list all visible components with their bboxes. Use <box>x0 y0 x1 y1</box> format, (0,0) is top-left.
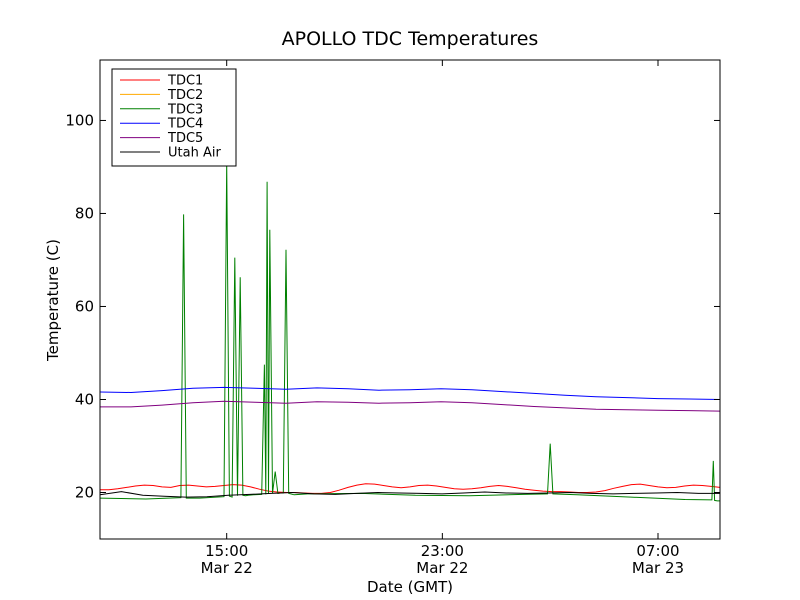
x-axis-label: Date (GMT) <box>367 578 453 596</box>
x-tick-label-time: 15:00 <box>205 542 248 560</box>
series-line-tdc5 <box>100 400 720 412</box>
y-tick-label: 100 <box>65 111 94 129</box>
y-tick-label: 40 <box>75 390 94 408</box>
x-tick-label-date: Mar 22 <box>201 559 253 577</box>
y-axis-label: Temperature (C) <box>44 239 62 362</box>
series-layer <box>100 162 720 502</box>
series-line-utah-air <box>100 491 720 498</box>
y-tick-label: 20 <box>75 483 94 501</box>
x-tick-label-time: 07:00 <box>636 542 679 560</box>
plot-frame <box>99 59 721 540</box>
x-tick-label-time: 23:00 <box>421 542 464 560</box>
legend-label: TDC5 <box>167 131 203 146</box>
x-tick-label-date: Mar 22 <box>416 559 468 577</box>
legend-label: TDC1 <box>167 74 203 89</box>
y-tick-label: 60 <box>75 297 94 315</box>
series-line-tdc1 <box>100 483 720 494</box>
legend-label: TDC3 <box>167 102 203 117</box>
legend-label: TDC2 <box>167 88 203 103</box>
chart-title: APOLLO TDC Temperatures <box>282 28 539 50</box>
legend-label: TDC4 <box>167 117 203 132</box>
series-line-tdc4 <box>100 386 720 400</box>
x-tick-label-date: Mar 23 <box>632 559 684 577</box>
legend-label: Utah Air <box>168 146 221 161</box>
legend-box <box>111 68 237 167</box>
y-tick-label: 80 <box>75 204 94 222</box>
